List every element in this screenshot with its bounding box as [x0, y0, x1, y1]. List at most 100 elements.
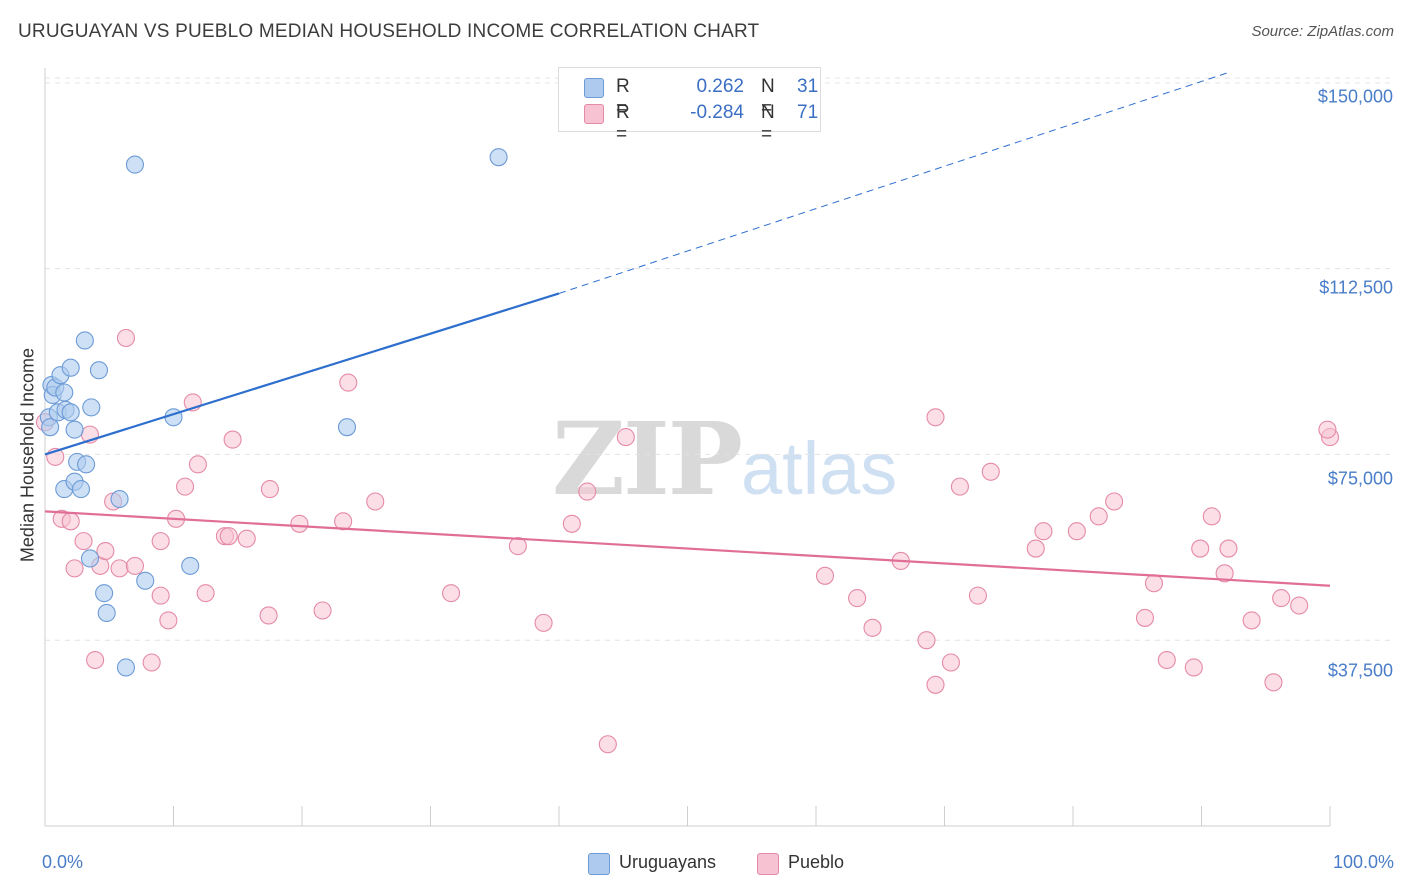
- uruguayans-point: [95, 584, 114, 603]
- pueblo-point: [259, 606, 278, 625]
- pueblo-point: [176, 477, 195, 496]
- pueblo-point: [598, 735, 617, 754]
- pueblo-point: [151, 586, 170, 605]
- pueblo-point: [1184, 658, 1203, 677]
- pueblo-point: [1034, 522, 1053, 541]
- pueblo-point: [116, 328, 136, 348]
- uruguayans-point: [116, 658, 136, 677]
- pueblo-point: [1135, 608, 1155, 627]
- pueblo-point: [1089, 507, 1108, 526]
- bottom-legend-label: Pueblo: [788, 852, 845, 872]
- legend-n-value: 31: [797, 76, 819, 97]
- uruguayans-point: [181, 556, 200, 575]
- legend-r-value: -0.284: [690, 102, 744, 123]
- pueblo-trend-line: [44, 510, 1331, 587]
- y-tick-label-37500: $37,500: [1327, 660, 1393, 681]
- source-label: Source: ZipAtlas.com: [1251, 23, 1394, 40]
- uruguayans-point: [61, 403, 80, 422]
- bottom-legend-swatch-pueblo: [757, 853, 779, 875]
- uruguayans-point: [65, 420, 84, 439]
- pueblo-point: [442, 584, 461, 603]
- bottom-legend-swatch-uruguayans: [588, 853, 610, 875]
- pueblo-point: [1272, 589, 1291, 608]
- x-tick-label-min: 0.0%: [42, 852, 84, 872]
- pueblo-point: [313, 601, 332, 620]
- legend-n-label: N =: [761, 76, 775, 119]
- pueblo-point: [151, 532, 170, 551]
- pueblo-point: [366, 492, 385, 511]
- stats-legend: R = 0.262 N = 31 R = -0.284 N = 71: [558, 67, 821, 145]
- uruguayans-trend-line: [44, 292, 560, 456]
- uruguayans-point: [77, 455, 96, 474]
- pueblo-point: [96, 541, 115, 561]
- pueblo-point: [1219, 539, 1238, 558]
- pueblo-point: [125, 556, 144, 575]
- uruguayans-trend-extension: [558, 72, 1228, 294]
- pueblo-point: [534, 613, 553, 632]
- uruguayans-point: [136, 571, 155, 590]
- pueblo-point: [1105, 492, 1124, 511]
- uruguayans-point: [89, 361, 109, 380]
- uruguayans-point: [337, 418, 357, 437]
- pueblo-point: [339, 373, 358, 392]
- pueblo-point: [260, 480, 279, 499]
- pueblo-point: [863, 618, 882, 637]
- pueblo-point: [1242, 611, 1261, 630]
- pueblo-point: [1264, 673, 1283, 692]
- pueblo-point: [86, 650, 105, 670]
- pueblo-point: [926, 408, 945, 427]
- pueblo-point: [196, 584, 215, 603]
- uruguayans-point: [82, 398, 101, 417]
- pueblo-point: [562, 514, 581, 533]
- pueblo-point: [142, 653, 161, 672]
- pueblo-point: [950, 477, 969, 496]
- pueblo-point: [110, 559, 129, 578]
- pueblo-point: [1157, 650, 1176, 670]
- pueblo-point: [981, 462, 1000, 481]
- pueblo-point: [61, 512, 80, 531]
- legend-r-label: R =: [616, 102, 630, 145]
- bottom-legend-label: Uruguayans: [619, 852, 717, 872]
- pueblo-point: [1290, 596, 1309, 615]
- pueblo-point: [941, 653, 960, 672]
- pueblo-point: [159, 611, 178, 630]
- uruguayans-point: [71, 480, 91, 499]
- pueblo-point: [578, 482, 597, 501]
- uruguayans-point: [489, 148, 508, 167]
- uruguayans-point: [55, 383, 74, 402]
- legend-n-value: 71: [797, 102, 819, 123]
- uruguayans-point: [41, 418, 60, 437]
- y-tick-label-150000: $150,000: [1317, 86, 1393, 107]
- pueblo-point: [815, 566, 835, 585]
- y-tick-label-75000: $75,000: [1327, 468, 1393, 489]
- pueblo-point: [219, 527, 238, 546]
- pueblo-point: [917, 631, 936, 650]
- pueblo-point: [334, 512, 353, 531]
- legend-r-value: 0.262: [696, 76, 744, 97]
- pueblo-point: [65, 559, 84, 578]
- uruguayans-point: [97, 603, 116, 623]
- uruguayans-point: [75, 331, 94, 350]
- pueblo-point: [1144, 574, 1164, 593]
- y-tick-label-112500: $112,500: [1319, 277, 1393, 298]
- pueblo-point: [968, 586, 987, 605]
- pueblo-point: [237, 529, 256, 548]
- pueblo-point: [1026, 539, 1045, 558]
- pueblo-point: [1318, 420, 1337, 439]
- pueblo-point: [1191, 539, 1210, 558]
- pueblo-point: [74, 532, 93, 551]
- uruguayans-point: [80, 549, 100, 568]
- pueblo-point: [508, 537, 527, 556]
- watermark-atlas: atlas: [740, 427, 898, 510]
- y-axis-title: Median Household Income: [17, 347, 38, 563]
- uruguayans-point: [125, 155, 144, 174]
- pueblo-point: [188, 455, 207, 474]
- uruguayans-point: [61, 358, 80, 377]
- uruguayans-point: [110, 489, 129, 509]
- pueblo-point: [1215, 564, 1234, 583]
- pueblo-point: [926, 675, 945, 694]
- legend-n-label: N =: [761, 102, 775, 145]
- pueblo-point: [616, 428, 635, 447]
- pueblo-point: [848, 589, 867, 608]
